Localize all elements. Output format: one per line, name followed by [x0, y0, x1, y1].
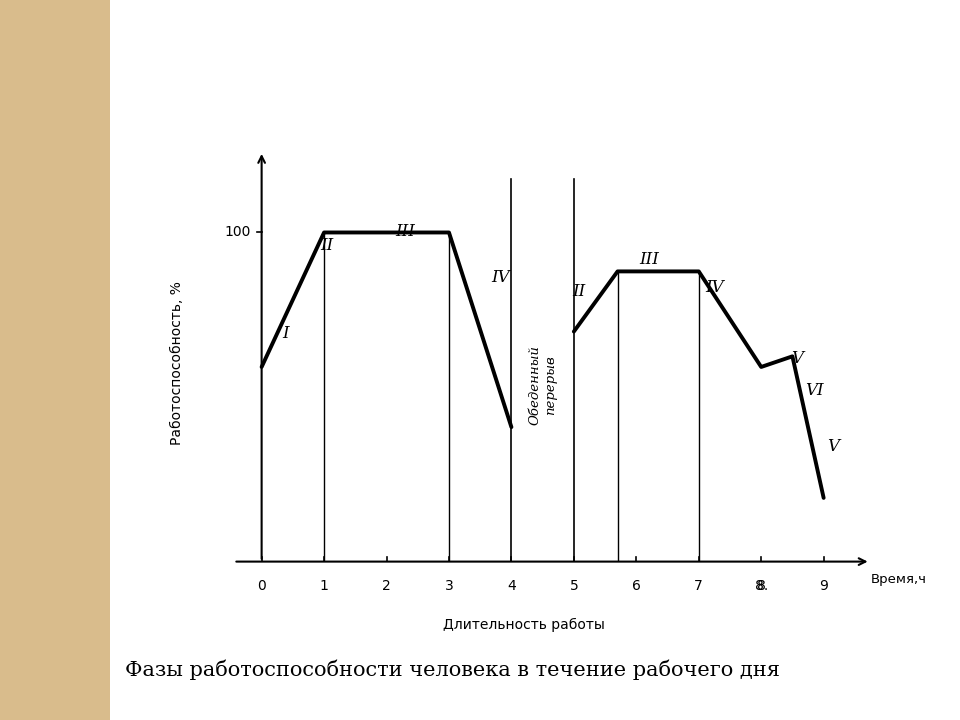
Text: Работоспособность, %: Работоспособность, % [170, 282, 184, 446]
Text: VI: VI [805, 382, 824, 399]
Text: III: III [396, 222, 415, 240]
Text: Время,ч: Время,ч [871, 573, 926, 586]
Text: 5: 5 [569, 580, 578, 593]
Text: II: II [321, 237, 334, 253]
Text: 8: 8 [756, 580, 766, 593]
Text: Обеденный
перерыв: Обеденный перерыв [529, 345, 557, 425]
Text: IV: IV [705, 279, 724, 296]
Text: IV: IV [491, 269, 510, 286]
Text: Фазы работоспособности человека в течение рабочего дня: Фазы работоспособности человека в течени… [125, 660, 780, 680]
Text: 3: 3 [444, 580, 453, 593]
Text: 8.: 8. [755, 580, 768, 593]
Text: 100: 100 [224, 225, 251, 240]
Text: 2: 2 [382, 580, 391, 593]
Text: Длительность работы: Длительность работы [443, 618, 605, 632]
Text: 6: 6 [632, 580, 640, 593]
Text: 7: 7 [694, 580, 703, 593]
Text: 1: 1 [320, 580, 328, 593]
Text: 0: 0 [257, 580, 266, 593]
Text: V: V [827, 438, 839, 456]
Text: 4: 4 [507, 580, 516, 593]
Text: V: V [791, 350, 804, 367]
Text: 9: 9 [819, 580, 828, 593]
Text: III: III [638, 251, 659, 268]
Text: II: II [572, 283, 586, 300]
Text: I: I [282, 325, 289, 342]
